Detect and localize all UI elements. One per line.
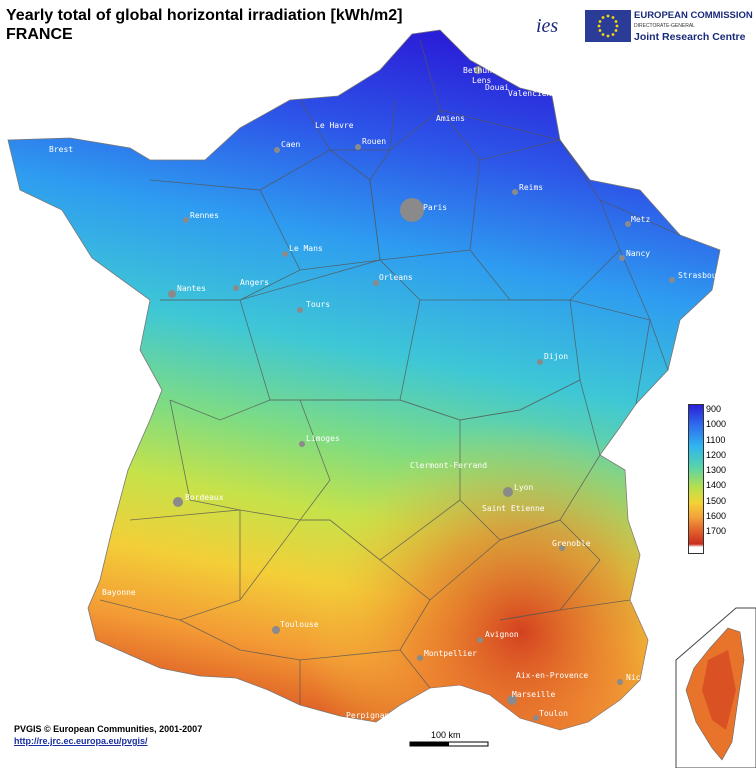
city-label: Bordeaux bbox=[185, 493, 224, 502]
credits: PVGIS © European Communities, 2001-2007 … bbox=[14, 724, 202, 746]
city-marker bbox=[173, 497, 183, 507]
city-label: Bayonne bbox=[102, 588, 136, 597]
city-label: Amiens bbox=[436, 114, 465, 123]
map-title: Yearly total of global horizontal irradi… bbox=[6, 6, 402, 44]
legend-label: 1400 bbox=[706, 480, 727, 491]
city-label: Le Mans bbox=[289, 244, 323, 253]
city-label: Mulhouse bbox=[677, 339, 716, 348]
legend-label: 1500 bbox=[706, 495, 727, 506]
city-marker bbox=[233, 285, 239, 291]
corsica-inset bbox=[675, 607, 756, 768]
city-marker bbox=[417, 655, 423, 661]
city-marker bbox=[297, 307, 303, 313]
city-label: Paris bbox=[423, 203, 447, 212]
city-marker bbox=[669, 277, 675, 283]
title-line-1: Yearly total of global horizontal irradi… bbox=[6, 7, 403, 24]
city-label: Perpignan bbox=[346, 711, 390, 720]
france-mainland bbox=[7, 29, 721, 731]
city-label: Marseille bbox=[512, 690, 556, 699]
city-label: Brest bbox=[49, 145, 73, 154]
city-marker bbox=[282, 251, 288, 257]
legend-label: 1000 bbox=[706, 419, 727, 430]
city-label: Grenoble bbox=[552, 539, 591, 548]
city-label: Dijon bbox=[544, 352, 568, 361]
city-marker bbox=[617, 679, 623, 685]
city-label: Orleans bbox=[379, 273, 413, 282]
city-label: Strasbourg bbox=[678, 271, 726, 280]
city-label: Clermont-Ferrand bbox=[410, 461, 487, 470]
legend-colorbar bbox=[688, 404, 704, 554]
ies-logo: ies bbox=[536, 15, 558, 37]
city-label: Rouen bbox=[362, 137, 386, 146]
ies-logo-text: ies bbox=[536, 15, 558, 37]
city-label: Toulon bbox=[539, 709, 568, 718]
city-label: Reims bbox=[519, 183, 543, 192]
city-marker bbox=[373, 280, 379, 286]
city-label: Metz bbox=[631, 215, 650, 224]
city-marker bbox=[299, 441, 305, 447]
ec-dg: DIRECTORATE-GENERAL bbox=[634, 23, 695, 29]
scale-bar bbox=[409, 741, 489, 747]
city-marker bbox=[274, 147, 280, 153]
city-label: Lille bbox=[490, 61, 514, 70]
city-label: Avignon bbox=[485, 630, 519, 639]
city-label: Limoges bbox=[306, 434, 340, 443]
jrc-name: Joint Research Centre bbox=[634, 31, 746, 43]
city-marker bbox=[474, 66, 482, 74]
city-marker bbox=[533, 715, 539, 721]
pvgis-link[interactable]: http://re.jrc.ec.europa.eu/pvgis/ bbox=[14, 736, 148, 746]
city-label: Lens bbox=[472, 76, 491, 85]
city-label: Le Havre bbox=[315, 121, 354, 130]
eu-stars-icon bbox=[597, 14, 619, 38]
city-marker bbox=[477, 637, 483, 643]
city-marker bbox=[272, 626, 280, 634]
region-borders bbox=[99, 39, 681, 705]
city-label: Tours bbox=[306, 300, 330, 309]
legend-label: 1200 bbox=[706, 449, 727, 460]
city-marker bbox=[512, 189, 518, 195]
city-label: Nancy bbox=[626, 249, 650, 258]
city-label: Nantes bbox=[177, 284, 206, 293]
city-label: Toulouse bbox=[280, 620, 319, 629]
ec-flag-logo bbox=[585, 10, 631, 42]
city-label: Saint Etienne bbox=[482, 504, 545, 513]
city-label: Rennes bbox=[190, 211, 219, 220]
city-marker bbox=[619, 255, 625, 261]
city-label: Aix-en-Provence bbox=[516, 671, 588, 680]
scale-label: 100 km bbox=[431, 730, 461, 740]
ec-text: EUROPEAN COMMISSION DIRECTORATE-GENERAL … bbox=[634, 10, 753, 43]
city-label: Valenciennes bbox=[508, 89, 566, 98]
title-line-2: FRANCE bbox=[6, 26, 73, 43]
city-marker bbox=[355, 144, 361, 150]
city-marker bbox=[507, 695, 517, 705]
legend-label: 1100 bbox=[706, 434, 726, 445]
legend-labels: 900 1000 1100 1200 1300 1400 1500 1600 1… bbox=[706, 402, 726, 540]
ec-name: EUROPEAN COMMISSION bbox=[634, 10, 753, 21]
legend-label: 1300 bbox=[706, 465, 727, 476]
city-label: Caen bbox=[281, 140, 300, 149]
legend-label: 900 bbox=[706, 404, 722, 414]
city-label: Dunkerque bbox=[441, 21, 485, 30]
city-label: Nice bbox=[626, 673, 645, 682]
city-label: Angers bbox=[240, 278, 269, 287]
legend-label: 1700 bbox=[706, 526, 727, 537]
city-marker bbox=[400, 198, 424, 222]
city-label: Douai bbox=[485, 83, 509, 92]
city-marker bbox=[168, 290, 176, 298]
city-marker bbox=[625, 221, 631, 227]
city-label: Montpellier bbox=[424, 649, 477, 658]
city-marker bbox=[537, 359, 543, 365]
credits-text: PVGIS © European Communities, 2001-2007 bbox=[14, 724, 203, 734]
city-label: Lyon bbox=[514, 483, 533, 492]
city-marker bbox=[183, 217, 189, 223]
city-marker bbox=[559, 545, 565, 551]
city-label: Bethune bbox=[463, 66, 497, 75]
city-marker bbox=[503, 487, 513, 497]
legend-label: 1600 bbox=[706, 511, 727, 522]
